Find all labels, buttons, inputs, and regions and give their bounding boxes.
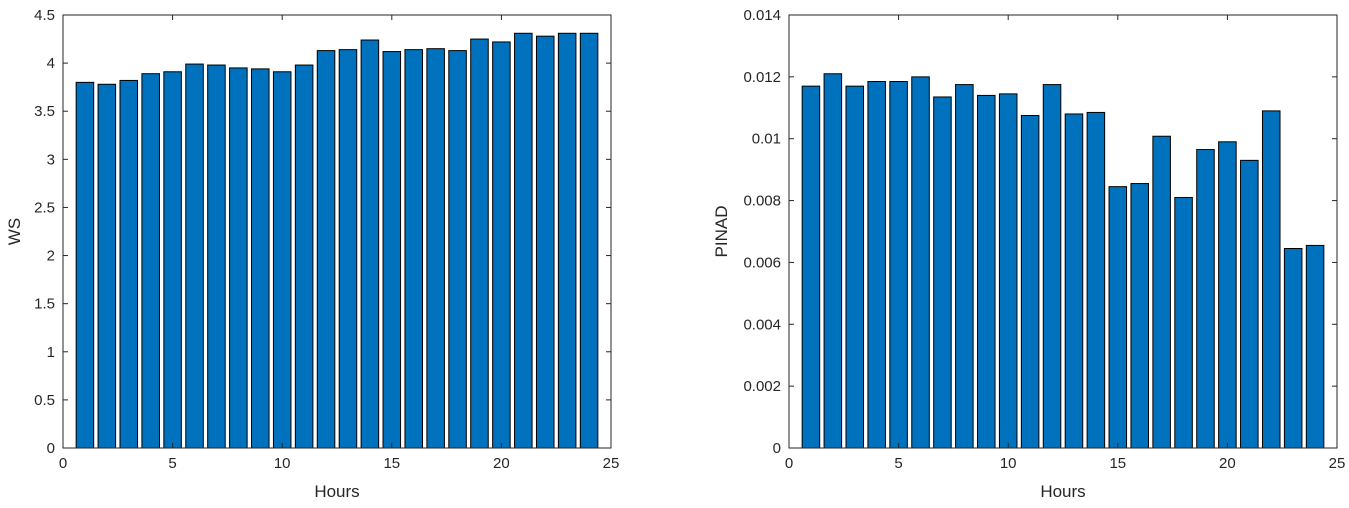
ws-bar-10 bbox=[272, 71, 292, 449]
pinad-x-tick-label: 25 bbox=[1329, 455, 1346, 472]
pinad-y-tick-label: 0.004 bbox=[743, 316, 781, 333]
pinad-bar-chart: 0 5 10 15 20 25 0 0.002 0.004 0.006 0.008 0.01 0.012… bbox=[712, 7, 1345, 501]
pinad-bar-22 bbox=[1261, 110, 1281, 449]
ws-y-tick-label: 4 bbox=[47, 55, 55, 72]
ws-x-tick-label: 0 bbox=[59, 455, 67, 472]
pinad-bar-4 bbox=[867, 81, 886, 449]
ws-bar-6 bbox=[185, 63, 204, 449]
pinad-x-tick-label: 0 bbox=[785, 455, 793, 472]
ws-bar-7 bbox=[207, 64, 226, 449]
pinad-y-tick-label: 0.006 bbox=[743, 254, 781, 271]
pinad-bar-24 bbox=[1305, 244, 1325, 449]
ws-y-tick-label: 2 bbox=[47, 248, 55, 265]
ws-y-tick-label: 1.5 bbox=[34, 296, 55, 313]
pinad-bar-11 bbox=[1020, 115, 1040, 449]
pinad-y-tick-label: 0.012 bbox=[743, 69, 781, 86]
ws-x-tick-label: 15 bbox=[383, 455, 400, 472]
ws-bar-18 bbox=[448, 50, 467, 449]
ws-bar-12 bbox=[316, 50, 336, 449]
pinad-bar-23 bbox=[1283, 248, 1303, 449]
pinad-y-axis-label: PINAD bbox=[712, 206, 731, 258]
pinad-bar-20 bbox=[1218, 141, 1237, 449]
pinad-bar-15 bbox=[1108, 186, 1128, 449]
pinad-bar-9 bbox=[977, 94, 996, 449]
ws-y-tick-label: 1 bbox=[47, 344, 55, 361]
ws-bar-chart: 0 5 10 15 20 25 0 0.5 1 1.5 2 2.5 3 3.5 4 4.5 Hours WS bbox=[5, 7, 619, 501]
ws-bar-16 bbox=[404, 49, 423, 449]
ws-y-tick-label: 4.5 bbox=[34, 7, 55, 24]
ws-y-tick-label: 3.5 bbox=[34, 103, 55, 120]
ws-bar-14 bbox=[360, 39, 380, 449]
ws-bar-17 bbox=[426, 48, 445, 449]
ws-bar-9 bbox=[251, 68, 270, 449]
pinad-bar-13 bbox=[1064, 113, 1084, 449]
ws-bar-20 bbox=[492, 41, 511, 449]
ws-bar-15 bbox=[382, 51, 402, 449]
ws-bar-13 bbox=[338, 49, 358, 449]
ws-bar-21 bbox=[514, 32, 533, 449]
pinad-x-tick-label: 5 bbox=[894, 455, 902, 472]
pinad-bar-6 bbox=[911, 76, 930, 449]
pinad-bar-16 bbox=[1130, 183, 1149, 449]
pinad-bar-3 bbox=[845, 85, 865, 449]
ws-bar-4 bbox=[141, 73, 160, 449]
ws-bar-23 bbox=[557, 32, 577, 449]
pinad-bar-21 bbox=[1240, 159, 1259, 449]
pinad-bar-7 bbox=[933, 96, 952, 449]
ws-bar-22 bbox=[535, 35, 555, 449]
pinad-bar-5 bbox=[889, 81, 908, 449]
pinad-y-tick-label: 0.008 bbox=[743, 193, 781, 210]
ws-bar-19 bbox=[470, 38, 489, 449]
ws-bar-24 bbox=[579, 32, 599, 449]
ws-y-tick-label: 2.5 bbox=[34, 199, 55, 216]
ws-y-tick-label: 0.5 bbox=[34, 392, 55, 409]
pinad-bar-2 bbox=[823, 73, 843, 449]
ws-bar-8 bbox=[229, 67, 248, 449]
ws-bar-11 bbox=[294, 64, 314, 449]
pinad-axes-box bbox=[788, 14, 1338, 449]
pinad-x-tick-label: 10 bbox=[1000, 455, 1017, 472]
pinad-bar-10 bbox=[998, 93, 1018, 449]
ws-x-tick-label: 20 bbox=[493, 455, 510, 472]
ws-x-tick-label: 25 bbox=[603, 455, 620, 472]
pinad-x-tick-label: 15 bbox=[1109, 455, 1126, 472]
ws-x-tick-label: 5 bbox=[168, 455, 176, 472]
ws-y-tick-label: 3 bbox=[47, 151, 55, 168]
pinad-y-tick-label: 0.01 bbox=[752, 131, 781, 148]
ws-bar-1 bbox=[75, 81, 95, 449]
pinad-bar-1 bbox=[801, 85, 821, 449]
pinad-bar-19 bbox=[1196, 149, 1215, 449]
ws-bar-2 bbox=[97, 83, 117, 449]
ws-y-axis-label: WS bbox=[5, 218, 24, 245]
pinad-bar-17 bbox=[1152, 135, 1171, 449]
pinad-y-tick-label: 0.014 bbox=[743, 7, 781, 24]
ws-x-tick-label: 10 bbox=[274, 455, 291, 472]
ws-bar-5 bbox=[163, 71, 182, 449]
pinad-bar-12 bbox=[1042, 84, 1062, 449]
pinad-bar-8 bbox=[955, 84, 974, 449]
pinad-y-tick-label: 0 bbox=[773, 440, 781, 457]
pinad-bar-18 bbox=[1174, 196, 1193, 449]
ws-bar-3 bbox=[119, 79, 139, 449]
pinad-y-tick-label: 0.002 bbox=[743, 378, 781, 395]
ws-x-axis-label: Hours bbox=[314, 482, 359, 501]
ws-y-tick-label: 0 bbox=[47, 440, 55, 457]
ws-axes-box bbox=[62, 14, 612, 449]
pinad-x-axis-label: Hours bbox=[1040, 482, 1085, 501]
pinad-x-tick-label: 20 bbox=[1219, 455, 1236, 472]
pinad-bar-14 bbox=[1086, 111, 1106, 449]
